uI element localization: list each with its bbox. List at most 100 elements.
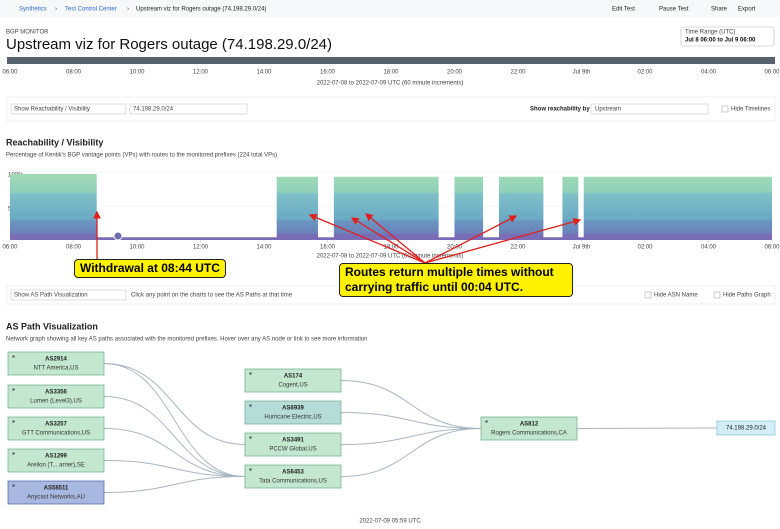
as-icon: ⚭ <box>11 420 16 426</box>
as-icon: ⚭ <box>484 420 489 426</box>
as-name: Tata Communications,US <box>259 479 327 485</box>
timeline-bar[interactable] <box>7 57 775 64</box>
as-node[interactable] <box>480 416 578 441</box>
edge <box>340 412 482 429</box>
reachability-area <box>10 174 772 240</box>
as-name: Hurricane Electric,US <box>264 415 321 421</box>
time-range[interactable] <box>680 26 775 47</box>
checkbox-label: Hide Paths Graph <box>723 293 771 299</box>
title: Upstream viz for Rogers outage (74.198.2… <box>6 36 332 53</box>
action[interactable]: Export <box>738 7 756 13</box>
as-number: AS2914 <box>45 357 67 363</box>
as-node[interactable] <box>7 384 105 409</box>
as-node[interactable] <box>7 448 105 473</box>
timeline-tick-label: 18:00 <box>383 70 399 76</box>
as-node[interactable] <box>244 400 342 425</box>
breadcrumb: Upstream viz for Rogers outage (74.198.2… <box>136 7 266 13</box>
as-name: Arelion (T... arrier),SE <box>27 463 85 469</box>
timeline-tick-label: 16:00 <box>320 70 336 76</box>
top-bar <box>0 0 780 17</box>
as-node[interactable] <box>7 351 105 376</box>
x-caption: 2022-07-08 to 2022-07-09 UTC (60 minute … <box>317 254 464 260</box>
prefix-node[interactable] <box>716 420 776 436</box>
checkbox[interactable] <box>713 291 721 299</box>
x-tick-label: 10:00 <box>129 245 145 251</box>
timeline-tick-label: Jul 9th <box>573 70 591 76</box>
breadcrumb[interactable]: Test Control Center <box>65 7 117 13</box>
as-icon: ⚭ <box>248 436 253 442</box>
action[interactable]: Edit Test <box>612 7 635 13</box>
as-number: AS3356 <box>45 390 67 396</box>
timeline-tick-label: 06:00 <box>2 70 18 76</box>
timeline-tick-label: 20:00 <box>447 70 463 76</box>
select-text: 74.198.29.0/24 <box>133 107 174 113</box>
timestamp: 2022-07-09 05:59 UTC <box>359 519 421 525</box>
edge <box>103 460 246 477</box>
select[interactable] <box>10 289 127 301</box>
kicker: BGP MONITOR <box>6 30 49 36</box>
checkbox-label: Hide Timelines <box>731 107 770 113</box>
timeline-tick-label: 06:00 <box>764 70 780 76</box>
edge <box>340 428 482 445</box>
x-tick-label: 18:00 <box>383 245 399 251</box>
section-desc: Percentage of Kentik's BGP vantage point… <box>6 153 277 159</box>
as-name: Cogent,US <box>278 383 307 389</box>
as-icon: ⚭ <box>11 388 16 394</box>
breadcrumb[interactable]: Synthetics <box>19 7 47 13</box>
as-node[interactable] <box>244 368 342 393</box>
edge <box>103 363 246 445</box>
action[interactable]: Share <box>711 7 728 13</box>
as-number: AS1299 <box>45 454 67 460</box>
select[interactable] <box>590 103 709 115</box>
as-name: GTT Communications,US <box>22 431 90 437</box>
as-icon: ⚭ <box>11 452 16 458</box>
as-graph: ⚭ AS2914 NTT America,US ⚭ AS3356 Lumen (Level… <box>7 351 776 505</box>
as-node[interactable] <box>244 464 342 489</box>
arrow <box>424 215 518 264</box>
as-number: AS58511 <box>44 486 69 492</box>
x-tick-label: 06:00 <box>764 245 780 251</box>
as-node[interactable] <box>7 416 105 441</box>
x-tick-label: 02:00 <box>637 245 653 251</box>
timeline-tick-label: 22:00 <box>510 70 526 76</box>
as-number: AS6453 <box>282 470 304 476</box>
as-node[interactable] <box>244 432 342 457</box>
sep: › <box>127 7 129 13</box>
section-desc: Network graph showing all key AS paths a… <box>6 337 368 343</box>
as-number: AS3491 <box>282 438 304 444</box>
as-number: AS6939 <box>282 406 304 412</box>
edge <box>103 428 246 477</box>
sep: › <box>55 7 57 13</box>
timeline-tick-label: 02:00 <box>637 70 653 76</box>
select-text: Upstream <box>595 107 621 113</box>
arrow <box>308 213 426 264</box>
as-icon: ⚭ <box>248 468 253 474</box>
select[interactable] <box>129 103 248 115</box>
select-text: Show Reachability / Visibility <box>14 107 90 113</box>
timeline-tick-label: 10:00 <box>129 70 145 76</box>
arrow <box>364 213 426 264</box>
as-number: AS3257 <box>45 422 67 428</box>
as-node[interactable] <box>7 480 105 505</box>
x-tick-label: 16:00 <box>320 245 336 251</box>
x-tick-label: 04:00 <box>701 245 717 251</box>
checkbox[interactable] <box>721 105 729 113</box>
checkbox[interactable] <box>644 291 652 299</box>
checkbox-label: Hide ASN Name <box>654 293 698 299</box>
as-icon: ⚭ <box>11 355 16 361</box>
select[interactable] <box>10 103 127 115</box>
timeline-tick-label: 14:00 <box>256 70 272 76</box>
section-title: AS Path Visualization <box>6 321 98 331</box>
as-name: Rogers Communications,CA <box>491 431 567 437</box>
edge <box>340 380 482 429</box>
label: Show reachability by <box>530 107 590 113</box>
edge <box>103 363 246 477</box>
edge <box>576 427 718 429</box>
x-tick-label: 08:00 <box>66 245 82 251</box>
as-icon: ⚭ <box>11 484 16 490</box>
action[interactable]: Pause Test <box>659 7 689 13</box>
annotation: Withdrawal at 08:44 UTC <box>74 259 226 278</box>
x-tick-label: 22:00 <box>510 245 526 251</box>
